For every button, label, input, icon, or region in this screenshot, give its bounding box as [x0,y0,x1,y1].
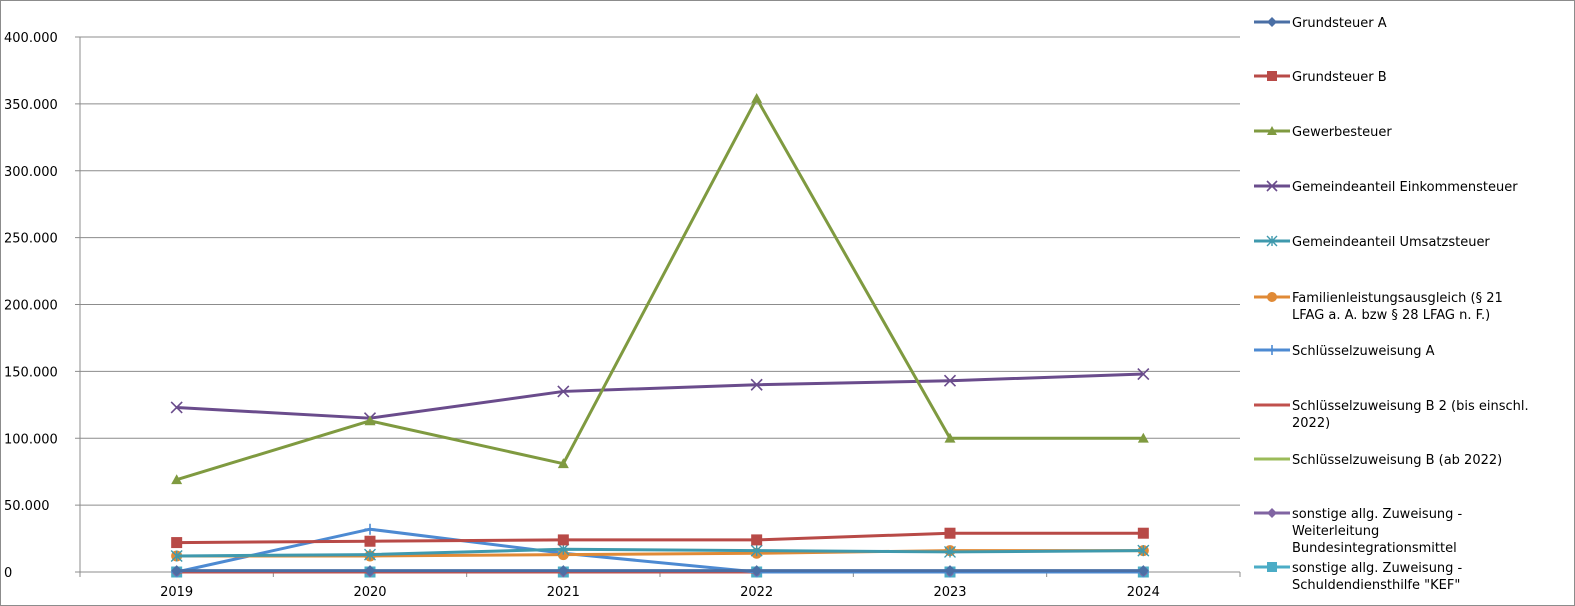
data-point-marker [1267,71,1277,81]
data-point-marker [170,401,183,414]
data-point-marker [944,527,956,539]
axes [75,36,1241,577]
series-line [176,372,1144,420]
data-point-marker [171,537,183,549]
legend-entry: Gemeindeanteil Umsatzsteuer [1254,235,1490,250]
legend-label: Gemeindeanteil Umsatzsteuer [1292,235,1490,250]
data-point-marker [1266,235,1278,247]
data-point-marker [1137,432,1149,443]
legend-label: Grundsteuer A [1292,16,1387,31]
data-point-marker [944,565,956,577]
data-point-marker [943,374,957,387]
legend-entry: Gemeindeanteil Einkommensteuer [1254,180,1518,195]
y-tick-label: 0 [4,566,12,581]
data-point-marker [751,534,763,546]
data-point-marker [1137,367,1150,381]
legend-label: Schlüsselzuweisung B 2 (bis einschl. 2022… [1292,399,1529,431]
data-point-marker [364,548,376,561]
data-point-marker [1137,544,1150,557]
data-point-marker [557,543,570,556]
data-point-marker [170,549,183,562]
data-point-marker [1137,565,1149,577]
data-point-marker [1267,292,1277,302]
series-line [176,97,1144,482]
series-6 [171,545,1149,562]
data-point-marker [557,534,569,546]
legend-label: Familienleistungsausgleich (§ 21 LFAG a. … [1292,291,1503,323]
data-point-marker [557,565,569,577]
series-5 [170,543,1150,562]
data-point-marker [751,93,763,103]
data-point-marker [1267,345,1277,355]
data-point-marker [557,458,569,469]
y-tick-label: 150.000 [4,365,58,380]
x-tick-labels: 2019 2020 2021 2022 2023 2024 [160,585,1160,600]
y-tick-label: 50.000 [4,499,50,514]
y-tick-label: 250.000 [4,232,58,247]
y-tick-labels: 0 50.000 100.000 150.000 200.000 250.000 300.0… [4,31,58,581]
data-point-marker [557,385,570,398]
y-tick-label: 100.000 [4,432,58,447]
legend-entry: Familienleistungsausgleich (§ 21 LFAG a. … [1254,291,1503,323]
series-3 [171,93,1149,485]
data-point-marker [1266,180,1278,192]
x-tick-label: 2019 [160,585,193,600]
legend-label: sonstige allg. Zuweisung -Weiterleitung B… [1292,507,1463,556]
data-point-marker [1137,527,1149,539]
data-point-marker [944,432,956,443]
x-tick-label: 2023 [933,585,966,600]
series-1 [171,565,1149,577]
data-point-marker [1267,508,1277,518]
legend-entry: sonstige allg. Zuweisung -Weiterleitung B… [1254,507,1463,556]
data-point-marker [364,565,376,577]
x-tick-label: 2021 [547,585,580,600]
series-line [176,547,1144,558]
legend-label: Schlüsselzuweisung B (ab 2022) [1292,453,1502,468]
legend-label: Gewerbesteuer [1292,125,1392,140]
gridlines [80,36,1240,506]
legend-entry: Gewerbesteuer [1254,125,1392,140]
data-point-marker [751,565,763,577]
data-point-marker [944,545,956,558]
series-line [176,531,1144,545]
y-tick-label: 400.000 [4,31,58,46]
legend-entry: Grundsteuer B [1254,70,1387,85]
y-tick-label: 200.000 [4,299,58,314]
data-point-marker [171,565,183,577]
data-point-marker [364,535,376,547]
data-point-marker [171,474,183,485]
legend-entry: Schlüsselzuweisung A [1254,344,1435,359]
y-tick-label: 350.000 [4,98,58,113]
data-point-marker [1267,562,1277,572]
data-point-marker [750,378,763,391]
legend-entry: Grundsteuer A [1254,16,1387,31]
legend-label: Gemeindeanteil Einkommensteuer [1292,180,1518,195]
legend-label: Grundsteuer B [1292,70,1387,85]
data-point-marker [364,415,376,426]
data-point-marker [750,544,763,557]
x-tick-label: 2022 [740,585,773,600]
series-group [170,93,1150,578]
legend-entry: Schlüsselzuweisung B 2 (bis einschl. 2022… [1254,399,1529,431]
legend-entry: Schlüsselzuweisung B (ab 2022) [1254,453,1502,468]
data-point-marker [1267,17,1277,27]
legend-label: Schlüsselzuweisung A [1292,344,1435,359]
y-tick-label: 300.000 [4,165,58,180]
x-tick-label: 2024 [1127,585,1160,600]
legend: Grundsteuer A Grundsteuer B Gewerbesteuer G… [1254,16,1529,593]
series-2 [171,527,1149,549]
legend-entry: sonstige allg. Zuweisung -Schuldendienst… [1254,561,1463,593]
series-4 [170,367,1150,425]
legend-label: sonstige allg. Zuweisung -Schuldendienst… [1292,561,1463,593]
data-point-marker [1267,126,1277,135]
data-point-marker [364,523,376,535]
x-tick-label: 2020 [353,585,386,600]
